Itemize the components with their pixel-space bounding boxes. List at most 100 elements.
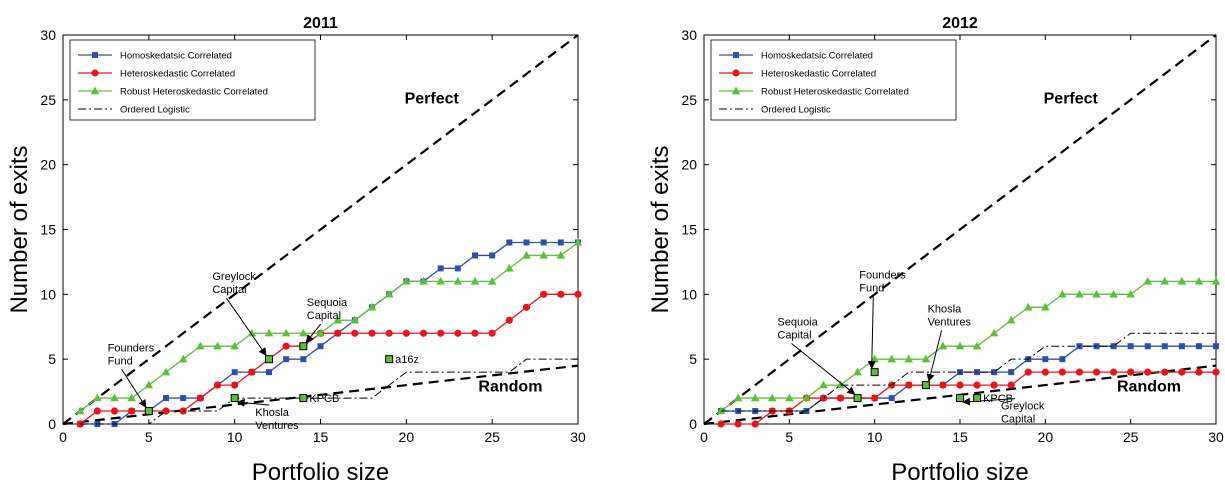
data-point-homoskedastic (1110, 343, 1117, 350)
data-point-homoskedastic (1042, 356, 1049, 363)
data-point-robust (767, 393, 777, 402)
reference-label-perfect: Perfect (1044, 91, 1099, 108)
annotation-arrow (962, 397, 1015, 406)
data-point-robust (264, 328, 274, 337)
annotation-text-line: Khosla (928, 303, 963, 315)
data-point-robust (247, 328, 257, 337)
data-point-robust (487, 276, 497, 285)
data-point-homoskedastic (523, 239, 530, 246)
data-point-robust (904, 354, 914, 363)
data-point-robust (853, 367, 862, 376)
data-point-robust (1194, 276, 1204, 285)
legend-box (710, 39, 957, 121)
y-tick-label: 15 (681, 222, 697, 238)
data-point-heteroskedastic (973, 381, 981, 389)
data-point-heteroskedastic (282, 342, 290, 350)
data-point-robust (384, 289, 394, 298)
data-point-heteroskedastic (905, 381, 913, 389)
legend-swatch-marker (92, 52, 98, 58)
chart-title: 2011 (303, 15, 338, 32)
data-point-robust (75, 406, 85, 415)
firm-marker (299, 342, 308, 351)
data-point-homoskedastic (266, 369, 272, 376)
annotation-text-line: Greylock (1001, 401, 1045, 413)
data-point-robust (1126, 289, 1135, 298)
data-point-heteroskedastic (956, 381, 964, 389)
legend-entry-label: Homoskedatsic Correlated (761, 51, 873, 62)
x-axis-label: Portfolio size (891, 459, 1028, 486)
annotation-arrow (225, 297, 267, 356)
y-tick-label: 30 (40, 27, 56, 43)
data-point-heteroskedastic (1161, 368, 1169, 376)
data-point-robust (785, 393, 794, 402)
data-point-homoskedastic (540, 239, 547, 246)
annotation-text-line: Founders (108, 342, 155, 354)
data-point-robust (127, 393, 136, 402)
data-point-heteroskedastic (734, 420, 742, 428)
data-point-robust (1143, 276, 1153, 285)
data-point-heteroskedastic (871, 394, 879, 402)
data-point-heteroskedastic (505, 316, 513, 324)
y-axis-label: Number of exits (6, 145, 33, 313)
data-point-homoskedastic (1127, 343, 1134, 350)
data-point-homoskedastic (1008, 369, 1015, 376)
annotation-text-line: Fund (859, 283, 884, 295)
data-point-homoskedastic (437, 265, 444, 272)
x-tick-label: 10 (227, 429, 243, 445)
data-point-heteroskedastic (385, 329, 393, 337)
series-line-robust (720, 280, 1216, 412)
x-tick-label: 5 (145, 429, 153, 445)
firm-marker (230, 394, 239, 403)
data-point-robust (110, 393, 119, 402)
data-point-robust (716, 406, 726, 415)
data-point-homoskedastic (888, 395, 895, 402)
data-point-heteroskedastic (437, 329, 445, 337)
annotation-arrow (926, 330, 943, 383)
annotation-text-line: Sequoia (777, 316, 818, 328)
legend-entry-label: Robust Heteroskedastic Correlated (761, 87, 909, 98)
data-point-robust (972, 341, 982, 350)
data-point-heteroskedastic (196, 394, 204, 402)
data-point-homoskedastic (1059, 356, 1066, 363)
x-tick-label: 15 (313, 429, 329, 445)
data-point-heteroskedastic (334, 329, 342, 337)
data-point-heteroskedastic (368, 329, 376, 337)
data-point-robust (1041, 302, 1050, 311)
reference-label-random: Random (478, 379, 542, 396)
annotation-text-line: Sequoia (307, 297, 348, 309)
x-tick-label: 30 (570, 429, 586, 445)
data-point-robust (350, 315, 360, 324)
legend-entry-label: Ordered Logistic (761, 105, 831, 116)
y-tick-label: 10 (681, 286, 697, 302)
data-point-heteroskedastic (836, 394, 845, 402)
firm-marker (385, 355, 394, 364)
data-point-robust (1058, 289, 1067, 298)
data-point-heteroskedastic (488, 329, 496, 337)
data-point-homoskedastic (317, 343, 324, 350)
data-point-robust (470, 276, 480, 285)
y-tick-label: 20 (681, 157, 697, 173)
firm-marker (299, 394, 308, 403)
data-point-robust (887, 354, 897, 363)
data-point-robust (802, 393, 811, 402)
data-point-robust (733, 393, 743, 402)
annotation-text-line: Capital (1001, 414, 1035, 426)
data-point-heteroskedastic (1058, 368, 1066, 376)
data-point-robust (213, 341, 222, 350)
data-point-homoskedastic (506, 239, 513, 246)
data-point-heteroskedastic (231, 381, 239, 389)
annotation-text-line: Founders (859, 270, 906, 282)
annotation-arrow (236, 398, 270, 407)
firm-marker (265, 355, 273, 364)
data-point-homoskedastic (1195, 343, 1202, 350)
x-tick-label: 25 (484, 429, 500, 445)
annotation-arrow (305, 323, 322, 343)
data-point-robust (196, 341, 205, 350)
data-point-homoskedastic (1213, 343, 1219, 350)
data-point-robust (436, 276, 445, 285)
series-line-ordered_logistic (80, 358, 578, 425)
y-tick-label: 15 (40, 222, 56, 238)
data-point-robust (505, 263, 514, 272)
y-tick-label: 5 (48, 351, 56, 367)
x-tick-label: 15 (952, 429, 968, 445)
